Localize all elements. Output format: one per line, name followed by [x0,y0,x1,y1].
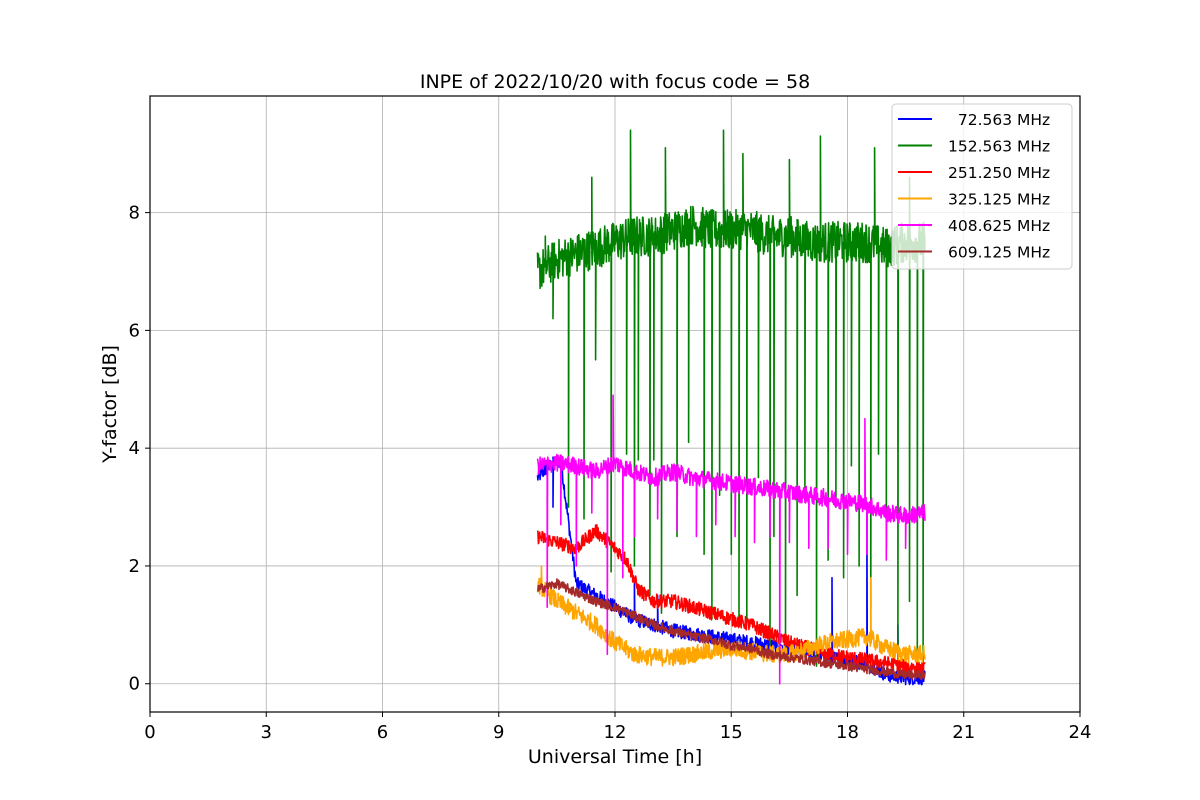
series-line [536,394,926,685]
legend-label: 72.563 MHz [948,111,1050,129]
series-line [537,578,926,681]
legend-label: 152.563 MHz [948,138,1050,156]
legend: 72.563 MHz 152.563 MHz 251.250 MHz 325.125 … [891,103,1073,270]
y-axis-label: Y-factor [dB] [99,345,121,464]
chart-title: INPE of 2022/10/20 with focus code = 58 [420,71,810,93]
x-tick-label: 3 [261,722,272,743]
x-tick-label: 18 [836,722,859,743]
series-line [536,129,926,667]
plot-area [536,129,926,686]
legend-label: 609.125 MHz [948,244,1050,262]
y-axis: 0 2 4 6 8 [129,203,150,695]
y-tick-label: 6 [129,320,140,341]
x-tick-label: 24 [1069,722,1092,743]
y-tick-label: 2 [129,556,140,577]
series-layer [536,129,926,686]
y-tick-label: 4 [129,438,140,459]
x-axis-label: Universal Time [h] [528,746,702,768]
x-tick-label: 12 [604,722,627,743]
x-tick-label: 9 [493,722,504,743]
x-tick-label: 15 [720,722,743,743]
x-tick-label: 6 [377,722,388,743]
x-tick-label: 21 [952,722,975,743]
y-tick-label: 8 [129,203,140,224]
legend-box [891,103,1073,270]
x-axis: 0 3 6 9 12 15 18 21 24 [144,712,1091,743]
legend-label: 408.625 MHz [948,217,1050,235]
legend-label: 325.125 MHz [948,191,1050,209]
legend-label: 251.250 MHz [948,164,1050,182]
x-tick-label: 0 [144,722,155,743]
y-tick-label: 0 [129,674,140,695]
series-line [536,524,926,676]
